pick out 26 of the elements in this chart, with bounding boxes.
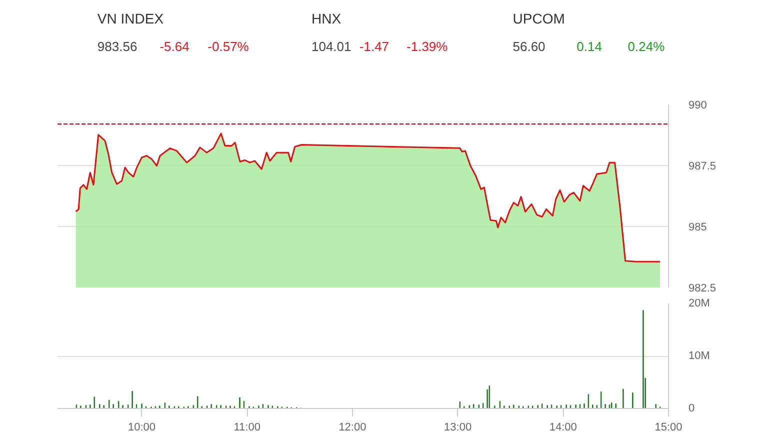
text: -0.57%	[208, 39, 250, 54]
text: 104.01	[311, 39, 352, 54]
x-tick-label: 15:00	[654, 422, 682, 434]
category-label: UPCOM	[512, 10, 565, 26]
y-tick-label: 987.5	[688, 160, 716, 172]
category-label: HNX	[311, 10, 342, 26]
text: 0.14	[576, 39, 602, 54]
x-tick-label: 12:00	[338, 422, 366, 434]
text: 983.56	[97, 39, 138, 54]
text: -1.47	[359, 39, 390, 54]
x-tick-label: 11:00	[234, 422, 260, 434]
y-tick-label: 982.5	[688, 282, 716, 294]
text: -1.39%	[406, 39, 448, 54]
y-tick-label: 10M	[688, 350, 710, 362]
line-series	[75, 132, 661, 262]
text: -5.64	[160, 39, 190, 54]
x-tick-label: 14:00	[549, 422, 577, 434]
y-tick-label: 20M	[688, 298, 710, 310]
y-tick-label: 985	[688, 222, 707, 234]
y-tick-label: 0	[688, 402, 695, 414]
x-tick-label: 13:00	[444, 422, 472, 434]
text: 56.60	[512, 39, 546, 54]
y-tick-label: 990	[688, 100, 707, 112]
category-label: VN INDEX	[97, 10, 164, 26]
text: 0.24%	[628, 39, 666, 54]
x-tick-label: 10:00	[128, 422, 156, 434]
